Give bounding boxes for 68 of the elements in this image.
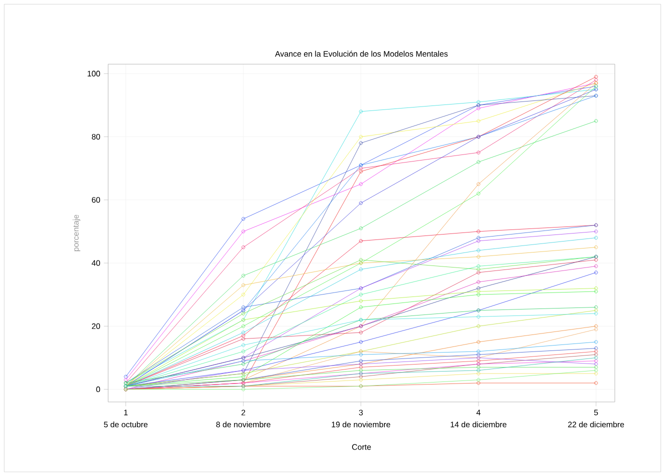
point (359, 365, 363, 369)
point (359, 292, 363, 296)
point (476, 119, 480, 123)
point (476, 264, 480, 268)
point (476, 270, 480, 274)
point (359, 299, 363, 303)
point (476, 350, 480, 354)
point (476, 239, 480, 243)
point (476, 280, 480, 284)
point (476, 150, 480, 154)
point (242, 334, 246, 338)
point (242, 245, 246, 250)
point (359, 368, 363, 372)
point (359, 226, 363, 230)
point (242, 374, 246, 378)
point (359, 374, 363, 378)
point (476, 314, 480, 318)
point (242, 283, 246, 287)
point (476, 182, 480, 186)
point (476, 340, 480, 344)
point (476, 359, 480, 363)
point (359, 305, 363, 309)
point (476, 268, 480, 272)
point (242, 324, 246, 328)
point (476, 192, 480, 196)
point (476, 368, 480, 372)
point (476, 381, 480, 385)
point (476, 372, 480, 376)
point (359, 170, 363, 174)
point (242, 387, 246, 392)
point (476, 365, 480, 369)
point (476, 324, 480, 328)
point (359, 110, 363, 114)
point (476, 106, 480, 110)
point (359, 166, 363, 170)
point (476, 292, 480, 296)
point (476, 236, 480, 240)
point (242, 230, 246, 234)
point (242, 343, 246, 347)
point (359, 352, 363, 356)
point (242, 292, 246, 296)
point (359, 201, 363, 205)
point (476, 378, 480, 382)
point (242, 350, 246, 354)
point (476, 290, 480, 294)
point (476, 230, 480, 234)
point (242, 312, 246, 316)
point (242, 330, 246, 334)
point (476, 286, 480, 290)
point (359, 378, 363, 382)
point (242, 362, 246, 366)
point (359, 359, 363, 363)
point (476, 100, 480, 104)
point (359, 239, 363, 243)
point (476, 254, 480, 258)
point (242, 217, 246, 221)
point (476, 352, 480, 356)
point (359, 340, 363, 344)
point (359, 182, 363, 186)
point (242, 274, 246, 278)
point (476, 248, 480, 252)
point (242, 336, 246, 341)
point (359, 330, 363, 334)
point (476, 160, 480, 164)
point (359, 258, 363, 262)
point (242, 305, 246, 309)
point (359, 268, 363, 272)
point (359, 134, 363, 139)
